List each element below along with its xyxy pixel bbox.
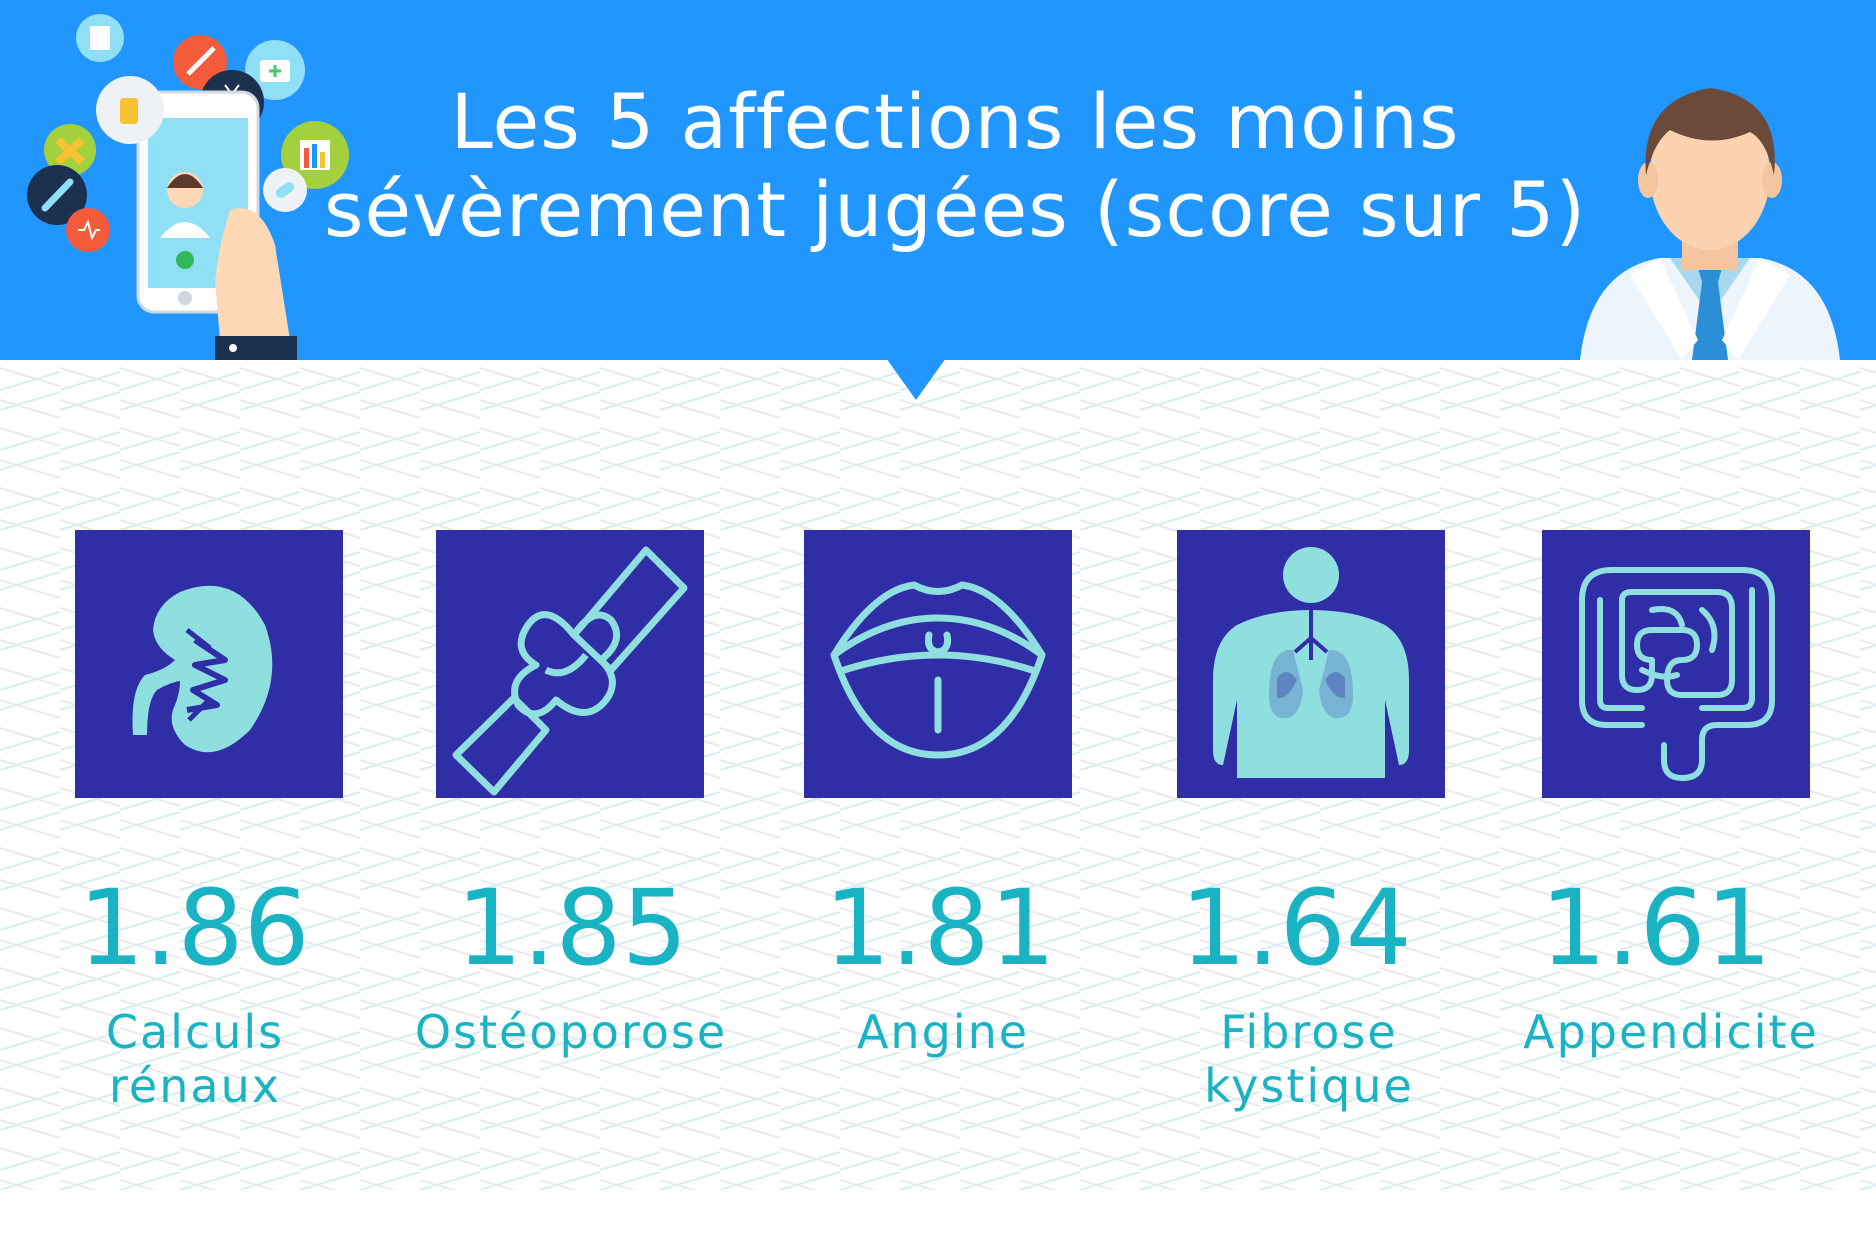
condition-label-4: Fibrose kystique (1144, 1005, 1474, 1113)
condition-label-3-line-1: Angine (856, 1005, 1030, 1059)
score-value-1: 1.86 (78, 867, 310, 989)
title-line-1: Les 5 affections les moins (450, 77, 1460, 166)
throat-mouth-icon (830, 581, 1046, 759)
tile-kidney (75, 530, 343, 798)
title-line-2: sévèrement jugées (score sur 5) (323, 165, 1587, 254)
page-title: Les 5 affections les moins sévèrement ju… (320, 78, 1590, 254)
doctor-avatar (1580, 88, 1840, 360)
bone-joint-icon (452, 546, 688, 796)
condition-label-2-line-1: Ostéoporose (414, 1005, 728, 1059)
score-value-5: 1.61 (1540, 867, 1772, 989)
phone-doctor-illustration (27, 14, 349, 360)
lungs-torso-icon (1213, 547, 1409, 778)
condition-label-4-line-2: kystique (1204, 1059, 1414, 1113)
intestines-icon (1579, 567, 1775, 781)
condition-label-4-line-1: Fibrose (1220, 1005, 1398, 1059)
tile-throat (804, 530, 1072, 798)
condition-label-2: Ostéoporose (406, 1005, 736, 1059)
condition-label-1: Calculs rénaux (30, 1005, 360, 1113)
condition-label-5-line-1: Appendicite (1523, 1005, 1819, 1059)
condition-label-5: Appendicite (1506, 1005, 1836, 1059)
tile-lungs (1177, 530, 1445, 798)
header-banner: Les 5 affections les moins sévèrement ju… (0, 0, 1876, 360)
header-pointer (886, 358, 946, 400)
score-value-4: 1.64 (1180, 867, 1412, 989)
condition-label-1-line-2: rénaux (109, 1059, 281, 1113)
score-value-3: 1.81 (824, 867, 1056, 989)
condition-label-3: Angine (778, 1005, 1108, 1059)
tile-bone-joint (436, 530, 704, 798)
tile-intestines (1542, 530, 1810, 798)
condition-label-1-line-1: Calculs (105, 1005, 285, 1059)
score-value-2: 1.85 (456, 867, 688, 989)
kidney-icon (132, 585, 273, 753)
